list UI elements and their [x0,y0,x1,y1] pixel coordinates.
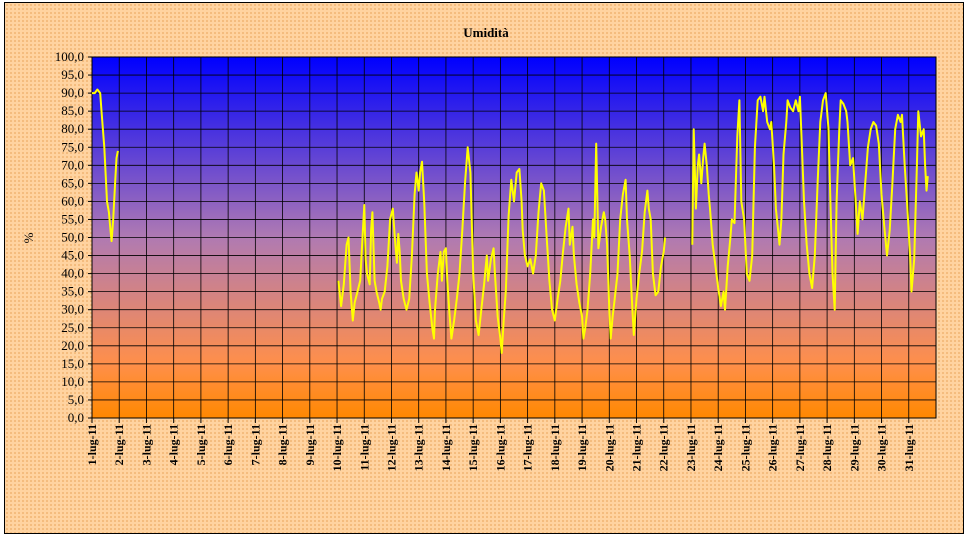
x-tick-label: 27-lug-11 [793,424,807,471]
x-tick-label: 16-lug-11 [493,424,507,471]
x-tick-label: 28-lug-11 [820,424,834,471]
y-axis-ticks: 0,0 5,0 10,0 15,0 20,0 25,0 30,0 35,0 40,0 45,0 50… [55,49,92,425]
x-tick-label: 8-lug-11 [276,424,290,465]
series-line-segment [92,88,119,243]
x-tick-label: 10-lug-11 [330,424,344,471]
x-tick-label: 3-lug-11 [139,424,153,465]
y-tick-label: 90,0 [61,85,84,100]
y-tick-label: 55,0 [61,211,84,226]
y-tick-label: 5,0 [68,392,84,407]
x-tick-label: 13-lug-11 [412,424,426,471]
x-tick-label: 6-lug-11 [221,424,235,465]
y-tick-label: 50,0 [61,230,84,245]
chart-title: Umidità [463,25,509,40]
y-tick-label: 70,0 [61,157,84,172]
x-tick-label: 15-lug-11 [466,424,480,471]
y-tick-label: 60,0 [61,193,84,208]
y-tick-label: 35,0 [61,284,84,299]
x-tick-label: 31-lug-11 [902,424,916,471]
x-tick-label: 24-lug-11 [711,424,725,471]
y-tick-label: 15,0 [61,356,84,371]
x-tick-label: 17-lug-11 [521,424,535,471]
y-tick-label: 30,0 [61,302,84,317]
y-tick-label: 85,0 [61,103,84,118]
y-axis-label: % [21,232,36,243]
x-tick-label: 7-lug-11 [248,424,262,465]
y-tick-label: 100,0 [55,49,84,64]
x-tick-label: 20-lug-11 [602,424,616,471]
x-tick-label: 1-lug-11 [85,424,99,465]
y-tick-label: 0,0 [68,410,84,425]
x-tick-label: 11-lug-11 [357,424,371,471]
y-tick-label: 65,0 [61,175,84,190]
x-tick-label: 4-lug-11 [167,424,181,465]
y-tick-label: 40,0 [61,266,84,281]
series-line-segment [691,92,929,311]
x-tick-label: 29-lug-11 [847,424,861,471]
x-tick-label: 21-lug-11 [630,424,644,471]
y-tick-label: 25,0 [61,320,84,335]
grid-lines [91,56,936,419]
y-tick-label: 45,0 [61,248,84,263]
y-tick-label: 75,0 [61,139,84,154]
x-axis-ticks: 1-lug-11 2-lug-11 3-lug-11 4-lug-11 5-lug-11… [85,418,916,471]
y-tick-label: 20,0 [61,338,84,353]
x-tick-label: 12-lug-11 [384,424,398,471]
x-tick-label: 14-lug-11 [439,424,453,471]
series-line-segment [337,142,667,354]
series-line [92,88,929,354]
x-tick-label: 23-lug-11 [684,424,698,471]
y-tick-label: 10,0 [61,374,84,389]
x-tick-label: 22-lug-11 [657,424,671,471]
x-tick-label: 25-lug-11 [738,424,752,471]
x-tick-label: 2-lug-11 [112,424,126,465]
x-tick-label: 5-lug-11 [194,424,208,465]
x-tick-label: 19-lug-11 [575,424,589,471]
y-tick-label: 80,0 [61,121,84,136]
x-tick-label: 9-lug-11 [303,424,317,465]
x-tick-label: 26-lug-11 [766,424,780,471]
x-tick-label: 18-lug-11 [548,424,562,471]
y-tick-label: 95,0 [61,67,84,82]
x-tick-label: 30-lug-11 [875,424,889,471]
